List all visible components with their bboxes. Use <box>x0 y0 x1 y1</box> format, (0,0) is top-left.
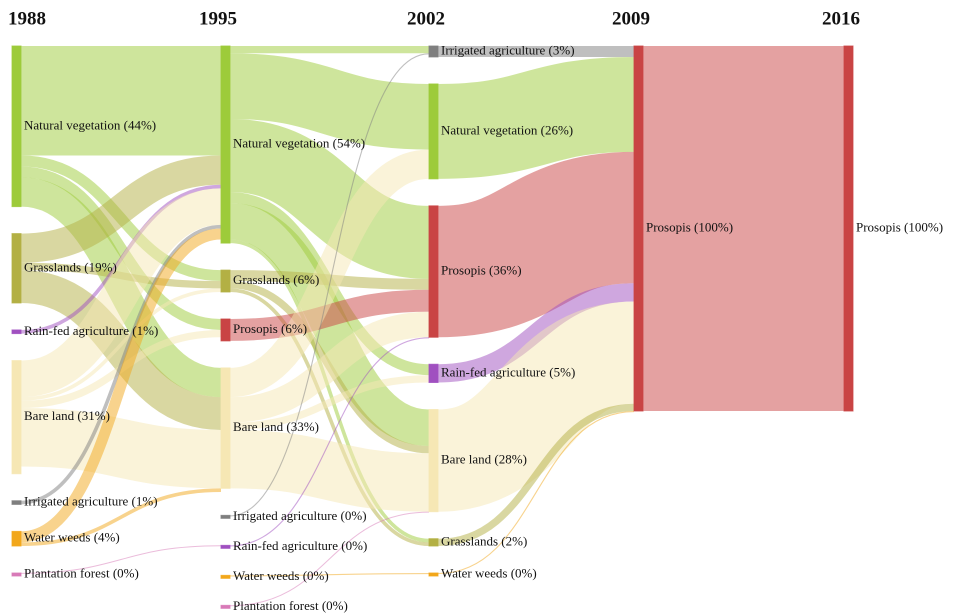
node-label: Prosopis (6%) <box>233 321 307 336</box>
flow-link <box>229 53 430 517</box>
node-label: Bare land (28%) <box>441 452 527 467</box>
node <box>220 318 231 342</box>
flow-link <box>437 283 635 383</box>
node <box>220 367 231 489</box>
flow-link <box>19 188 223 398</box>
flow-link <box>435 301 637 512</box>
flow-link <box>20 224 222 505</box>
node <box>220 269 231 293</box>
node <box>428 409 439 513</box>
flow-link <box>229 375 430 430</box>
flow-link <box>20 488 222 546</box>
flow-link <box>228 119 431 279</box>
flow-link <box>229 572 430 577</box>
node-label: Prosopis (100%) <box>646 219 733 234</box>
node <box>428 45 439 58</box>
node-label: Grasslands (2%) <box>441 533 527 548</box>
links <box>19 45 844 607</box>
flow-link <box>20 155 222 263</box>
node <box>428 363 439 383</box>
node <box>843 45 854 412</box>
node <box>11 572 22 577</box>
flow-link <box>229 429 430 512</box>
node <box>428 538 439 547</box>
node <box>220 574 231 579</box>
flow-link <box>20 288 222 401</box>
node <box>428 572 439 577</box>
node <box>11 45 22 208</box>
node <box>11 530 22 547</box>
flow-link <box>435 151 637 338</box>
node-label: Grasslands (19%) <box>24 259 117 274</box>
node-label: Bare land (33%) <box>233 419 319 434</box>
flow-link <box>20 545 222 574</box>
flow-link <box>229 239 430 543</box>
year-label: 2009 <box>612 8 650 29</box>
node-label: Irrigated agriculture (3%) <box>441 42 575 57</box>
node-label: Plantation forest (0%) <box>233 598 348 613</box>
flow-link <box>20 166 222 330</box>
flow-link <box>20 408 222 489</box>
node-label: Rain-fed agriculture (5%) <box>441 364 575 379</box>
year-label: 2016 <box>822 8 860 29</box>
flow-link <box>229 288 430 546</box>
node <box>220 45 231 244</box>
node <box>428 205 439 338</box>
flow-link <box>437 403 635 546</box>
node-label: Prosopis (36%) <box>441 263 522 278</box>
node-label: Irrigated agriculture (1%) <box>24 494 158 509</box>
year-label: 1988 <box>8 8 46 29</box>
node-label: Plantation forest (0%) <box>24 565 139 580</box>
node-label: Natural vegetation (54%) <box>233 136 365 151</box>
node <box>11 500 22 505</box>
node-label: Grasslands (6%) <box>233 272 319 287</box>
node <box>633 45 644 412</box>
node <box>11 329 22 335</box>
node <box>11 233 22 304</box>
node-label: Natural vegetation (26%) <box>441 122 573 137</box>
node-label: Bare land (31%) <box>24 408 110 423</box>
flow-link <box>228 149 431 398</box>
node-label: Water weeds (0%) <box>441 565 537 580</box>
flow-link <box>229 311 430 423</box>
node-label: Rain-fed agriculture (0%) <box>233 538 367 553</box>
node-label: Prosopis (100%) <box>856 219 943 234</box>
flow-link <box>229 337 430 547</box>
flow-link <box>229 511 430 607</box>
flow-link <box>20 270 222 430</box>
node-label: Water weeds (0%) <box>233 568 329 583</box>
year-label: 2002 <box>407 8 445 29</box>
flow-link <box>437 410 635 575</box>
node-label: Rain-fed agriculture (1%) <box>24 323 158 338</box>
flow-link <box>20 228 222 543</box>
node-label: Irrigated agriculture (0%) <box>233 508 367 523</box>
node <box>220 604 231 609</box>
node <box>428 83 439 180</box>
node-label: Water weeds (4%) <box>24 530 120 545</box>
flow-link <box>229 53 430 150</box>
node <box>220 514 231 519</box>
node <box>11 360 22 475</box>
node <box>220 544 231 549</box>
node-label: Natural vegetation (44%) <box>24 117 156 132</box>
flow-link <box>437 56 635 179</box>
year-label: 1995 <box>199 8 237 29</box>
flow-link <box>229 289 430 341</box>
